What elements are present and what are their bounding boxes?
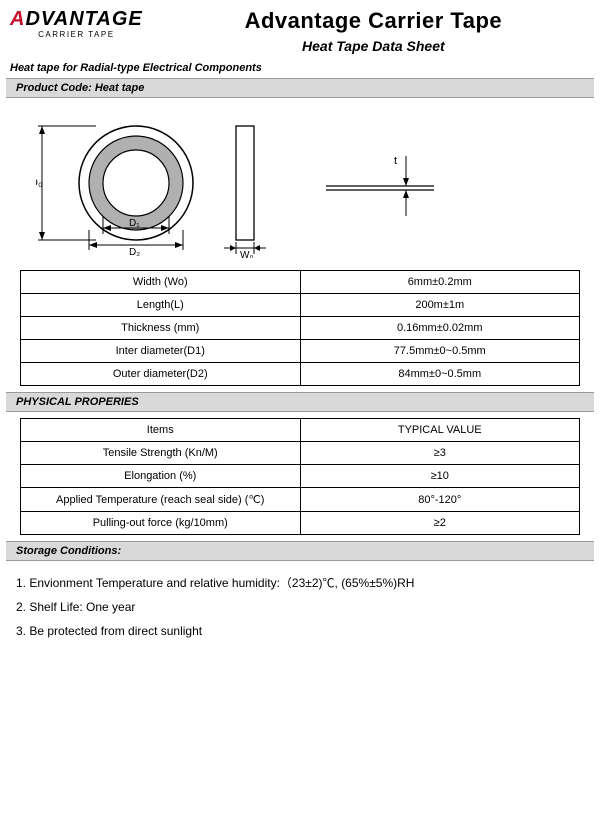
description-line: Heat tape for Radial-type Electrical Com…	[0, 56, 600, 78]
cell: Inter diameter(D1)	[21, 340, 301, 363]
cell: ≥3	[300, 442, 580, 465]
logo: ADVANTAGE CARRIER TAPE	[10, 8, 143, 39]
table-row: Pulling-out force (kg/10mm)≥2	[21, 512, 580, 535]
logo-red: A	[10, 8, 25, 30]
physical-properties-bar: PHYSICAL PROPERIES	[6, 392, 594, 412]
table-row: Applied Temperature (reach seal side) (℃…	[21, 488, 580, 512]
diagram-svg: D₀ D₁ D₂ W₀ t	[36, 108, 436, 258]
cell: Outer diameter(D2)	[21, 363, 301, 386]
cell: Length(L)	[21, 294, 301, 317]
cell: 77.5mm±0~0.5mm	[300, 340, 580, 363]
cell: Elongation (%)	[21, 465, 301, 488]
page-title: Advantage Carrier Tape	[157, 8, 590, 34]
header-cell: Items	[21, 419, 301, 442]
product-code-bar: Product Code: Heat tape	[6, 78, 594, 98]
physical-table-wrap: ItemsTYPICAL VALUE Tensile Strength (Kn/…	[0, 412, 600, 541]
cell: 0.16mm±0.02mm	[300, 317, 580, 340]
cell: Applied Temperature (reach seal side) (℃…	[21, 488, 301, 512]
cell: 200m±1m	[300, 294, 580, 317]
logo-text: ADVANTAGE	[10, 8, 143, 31]
cell: Tensile Strength (Kn/M)	[21, 442, 301, 465]
cell: 80°-120°	[300, 488, 580, 512]
page-subtitle: Heat Tape Data Sheet	[157, 38, 590, 54]
diagram: D₀ D₁ D₂ W₀ t	[0, 98, 600, 264]
cell: 84mm±0~0.5mm	[300, 363, 580, 386]
cell: Pulling-out force (kg/10mm)	[21, 512, 301, 535]
physical-table: ItemsTYPICAL VALUE Tensile Strength (Kn/…	[20, 418, 580, 535]
cell: Thickness (mm)	[21, 317, 301, 340]
table-row: ItemsTYPICAL VALUE	[21, 419, 580, 442]
storage-conditions-bar: Storage Conditions:	[6, 541, 594, 561]
logo-subtext: CARRIER TAPE	[38, 30, 114, 39]
list-item: 3. Be protected from direct sunlight	[16, 619, 584, 643]
header-cell: TYPICAL VALUE	[300, 419, 580, 442]
dimension-table: Width (Wo)6mm±0.2mm Length(L)200m±1m Thi…	[20, 270, 580, 386]
list-item: 1. Envionment Temperature and relative h…	[16, 571, 584, 595]
title-block: Advantage Carrier Tape Heat Tape Data Sh…	[157, 8, 590, 54]
table-row: Tensile Strength (Kn/M)≥3	[21, 442, 580, 465]
label-d1: D₁	[129, 218, 140, 229]
cell: 6mm±0.2mm	[300, 271, 580, 294]
cell: ≥2	[300, 512, 580, 535]
header: ADVANTAGE CARRIER TAPE Advantage Carrier…	[0, 0, 600, 56]
label-d2: D₂	[129, 247, 140, 258]
table-row: Width (Wo)6mm±0.2mm	[21, 271, 580, 294]
label-w0: W₀	[240, 250, 254, 258]
dimension-table-wrap: Width (Wo)6mm±0.2mm Length(L)200m±1m Thi…	[0, 264, 600, 392]
label-d0: D₀	[36, 177, 43, 189]
storage-list: 1. Envionment Temperature and relative h…	[0, 561, 600, 653]
label-t: t	[394, 155, 397, 167]
cell: ≥10	[300, 465, 580, 488]
table-row: Thickness (mm)0.16mm±0.02mm	[21, 317, 580, 340]
table-row: Inter diameter(D1)77.5mm±0~0.5mm	[21, 340, 580, 363]
list-item: 2. Shelf Life: One year	[16, 595, 584, 619]
table-row: Length(L)200m±1m	[21, 294, 580, 317]
table-row: Elongation (%)≥10	[21, 465, 580, 488]
logo-rest: DVANTAGE	[25, 8, 142, 30]
cell: Width (Wo)	[21, 271, 301, 294]
table-row: Outer diameter(D2)84mm±0~0.5mm	[21, 363, 580, 386]
